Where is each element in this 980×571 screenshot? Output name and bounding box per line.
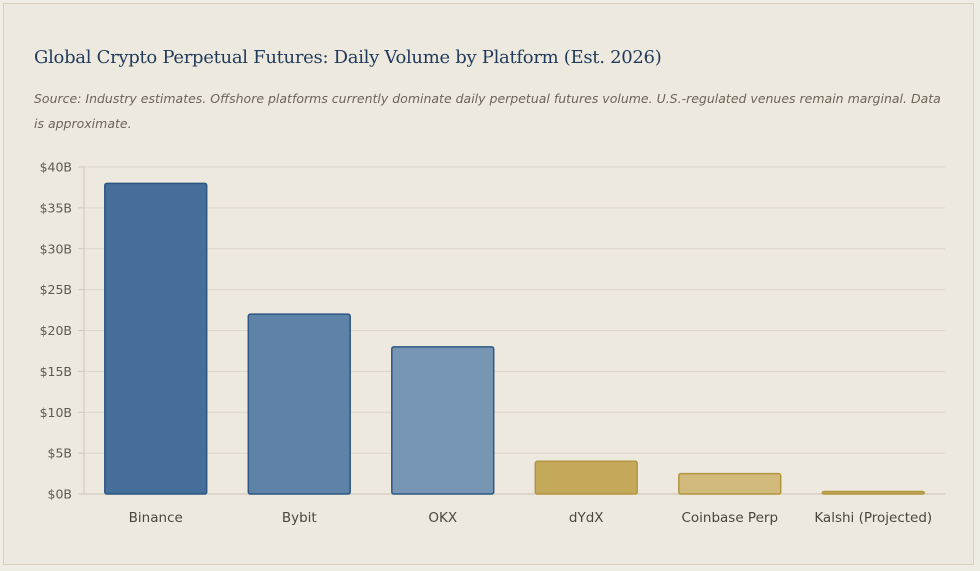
y-tick-label: $40B <box>40 160 72 175</box>
bar-binance <box>104 182 208 495</box>
y-tick-label: $30B <box>40 241 72 256</box>
x-tick-label: OKX <box>428 510 457 526</box>
x-tick-label: Binance <box>129 510 183 526</box>
x-tick-label: Bybit <box>282 510 317 526</box>
y-tick-label: $35B <box>40 200 72 215</box>
y-tick-label: $25B <box>40 282 72 297</box>
x-tick-label: Coinbase Perp <box>681 510 778 526</box>
y-tick-label: $15B <box>40 364 72 379</box>
bar-dydx <box>534 460 638 495</box>
chart-subtitle: Source: Industry estimates. Offshore pla… <box>34 91 941 131</box>
y-tick-label: $20B <box>40 323 72 338</box>
x-tick-label: dYdX <box>569 510 604 526</box>
bar-kalshi-projected <box>821 490 925 495</box>
bar-coinbase-perp <box>678 472 782 495</box>
x-tick-label: Kalshi (Projected) <box>814 510 932 526</box>
bar-okx <box>391 346 495 495</box>
y-tick-label: $0B <box>48 487 72 502</box>
bar-bybit <box>247 313 351 495</box>
chart-title: Global Crypto Perpetual Futures: Daily V… <box>34 47 662 68</box>
y-tick-label: $10B <box>40 405 72 420</box>
y-tick-label: $5B <box>48 446 72 461</box>
